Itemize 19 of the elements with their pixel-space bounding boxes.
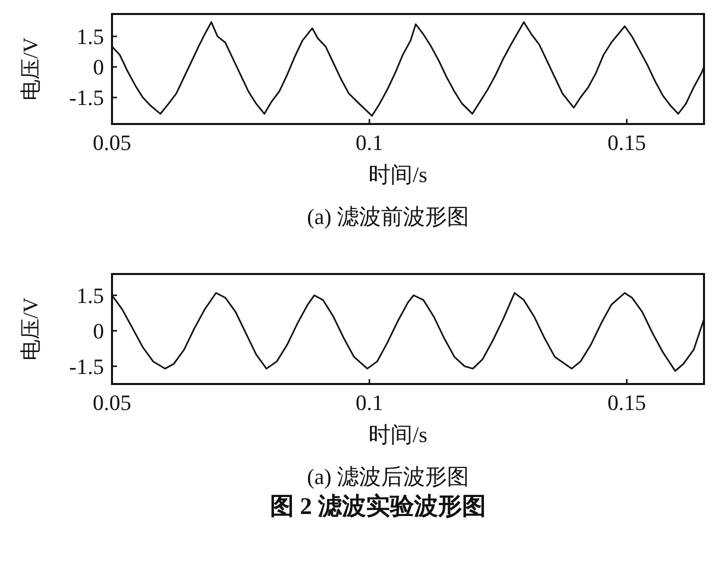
y-tick-label: -1.5 xyxy=(69,354,104,379)
text: (a) 滤波前波形图 xyxy=(307,204,469,229)
y-axis-title: 电压/V xyxy=(18,38,42,100)
x-axis-title: 时间/s xyxy=(368,162,428,187)
x-tick-label: 0.15 xyxy=(608,130,646,155)
x-tick-label: 0.05 xyxy=(92,130,132,155)
y-tick-label: 0 xyxy=(93,318,104,344)
x-tick-label: 0.1 xyxy=(356,130,384,155)
caption: 图 2 滤波实验波形图 xyxy=(270,493,486,520)
text: (a) 滤波后波形图 xyxy=(307,464,469,489)
y-tick-label: -1.5 xyxy=(69,85,104,110)
y-tick-label: 1.5 xyxy=(76,282,104,308)
y-tick-label: 0 xyxy=(93,54,104,80)
x-tick-label: 0.1 xyxy=(356,390,384,415)
x-tick-label: 0.15 xyxy=(608,390,646,415)
y-axis-title: 电压/V xyxy=(18,298,42,360)
x-tick-label: 0.05 xyxy=(92,390,132,415)
y-tick-label: 1.5 xyxy=(76,24,104,50)
x-axis-title: 时间/s xyxy=(368,422,428,447)
